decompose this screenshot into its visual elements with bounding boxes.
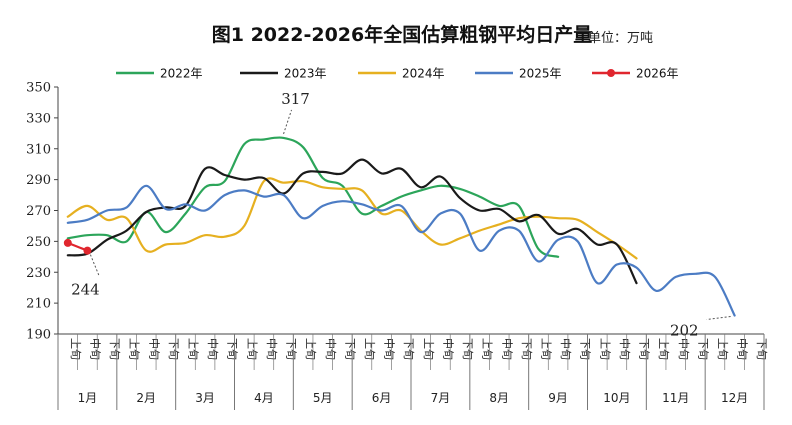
x-tick-label: 中旬 (147, 338, 160, 360)
x-tick-label: 下旬 (167, 338, 180, 360)
x-tick-label: 下旬 (520, 338, 533, 360)
x-tick-label: 中旬 (736, 338, 749, 360)
series-point-2026年 (63, 238, 72, 247)
legend-label: 2023年 (284, 67, 327, 81)
annotation-leader (89, 254, 100, 277)
month-label: 8月 (489, 391, 509, 405)
month-label: 7月 (431, 391, 451, 405)
legend-label: 2024年 (402, 67, 445, 81)
x-tick-label: 上旬 (716, 338, 729, 360)
month-label: 4月 (254, 391, 274, 405)
x-tick-label: 中旬 (88, 338, 101, 360)
month-label: 5月 (313, 391, 333, 405)
x-tick-label: 中旬 (559, 338, 572, 360)
y-tick-label: 230 (26, 266, 51, 281)
x-tick-label: 下旬 (108, 338, 121, 360)
legend-label: 2025年 (519, 67, 562, 81)
annotation-label: 317 (281, 90, 310, 108)
y-tick-label: 270 (26, 204, 51, 219)
month-label: 6月 (372, 391, 392, 405)
y-tick-label: 210 (26, 297, 51, 312)
y-tick-label: 190 (26, 328, 51, 343)
legend-label: 2022年 (160, 67, 203, 81)
x-tick-label: 上旬 (598, 338, 611, 360)
x-tick-label: 下旬 (696, 338, 709, 360)
month-label: 10月 (603, 391, 630, 405)
plot-lines (63, 136, 736, 317)
y-tick-label: 330 (26, 111, 51, 126)
annotation-label: 244 (71, 281, 100, 299)
month-label: 9月 (548, 391, 568, 405)
x-tick-label: 中旬 (441, 338, 454, 360)
annotations: 317 244 202 (71, 90, 731, 339)
x-tick-label: 中旬 (383, 338, 396, 360)
x-tick-label: 中旬 (324, 338, 337, 360)
month-label: 1月 (78, 391, 98, 405)
x-tick-label: 上旬 (363, 338, 376, 360)
series-point-2026年 (83, 246, 92, 255)
x-tick-label: 下旬 (461, 338, 474, 360)
series-line-2022年 (66, 136, 560, 258)
x-tick-label: 下旬 (285, 338, 298, 360)
x-tick-label: 上旬 (422, 338, 435, 360)
x-tick-label: 上旬 (128, 338, 141, 360)
x-tick-label: 中旬 (677, 338, 690, 360)
x-tick-label: 上旬 (657, 338, 670, 360)
month-label: 2月 (136, 391, 156, 405)
x-tick-label: 上旬 (539, 338, 552, 360)
x-tick-label: 下旬 (638, 338, 651, 360)
series-line-2025年 (66, 184, 736, 317)
x-tick-label: 中旬 (500, 338, 513, 360)
annotation-leader (706, 315, 731, 320)
legend: 2022年 2023年 2024年 2025年 2026年 (116, 67, 679, 81)
x-tick-label: 中旬 (618, 338, 631, 360)
x-tick-label: 下旬 (579, 338, 592, 360)
x-tick-label: 上旬 (245, 338, 258, 360)
series-line-2023年 (66, 158, 638, 285)
y-tick-label: 350 (26, 81, 51, 96)
x-tick-label: 下旬 (343, 338, 356, 360)
axes: 190210230250270290310330350上旬 中旬 下旬 上旬 中旬 下旬上… (26, 81, 768, 410)
month-label: 3月 (195, 391, 215, 405)
chart-title: 图1 2022-2026年全国估算粗钢平均日产量 (212, 23, 592, 46)
x-tick-label: 下旬 (402, 338, 415, 360)
x-tick-label: 上旬 (481, 338, 494, 360)
annotation-leader (283, 109, 293, 135)
x-tick-label: 中旬 (206, 338, 219, 360)
x-tick-label: 上旬 (304, 338, 317, 360)
legend-label: 2026年 (636, 67, 679, 81)
y-tick-label: 250 (26, 235, 51, 250)
x-tick-label: 上旬 (69, 338, 82, 360)
unit-label: 单位：万吨 (588, 31, 653, 46)
x-tick-label: 中旬 (265, 338, 278, 360)
month-label: 11月 (662, 391, 689, 405)
legend-marker (607, 69, 615, 77)
x-tick-label: 下旬 (755, 338, 768, 360)
annotation-label: 202 (670, 321, 699, 339)
y-tick-label: 290 (26, 173, 51, 188)
x-tick-label: 上旬 (186, 338, 199, 360)
month-label: 12月 (721, 391, 748, 405)
x-tick-label: 下旬 (226, 338, 239, 360)
y-tick-label: 310 (26, 142, 51, 157)
